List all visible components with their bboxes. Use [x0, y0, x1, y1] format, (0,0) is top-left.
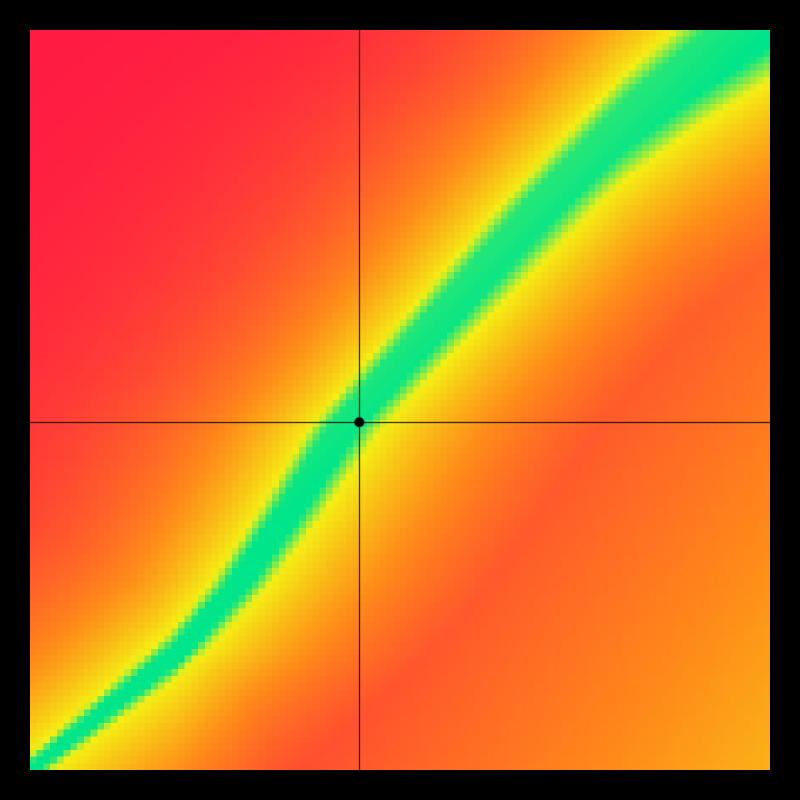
watermark-text: TheBottleneck.com: [569, 4, 772, 30]
bottleneck-heatmap: [30, 30, 770, 770]
chart-container: TheBottleneck.com: [0, 0, 800, 800]
